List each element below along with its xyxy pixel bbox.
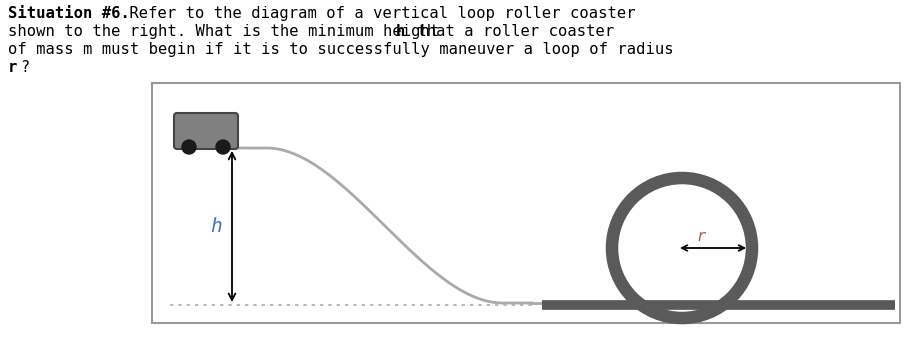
Text: Refer to the diagram of a vertical loop roller coaster: Refer to the diagram of a vertical loop …	[120, 6, 636, 21]
Circle shape	[182, 140, 196, 154]
Text: ?: ?	[20, 60, 29, 75]
FancyBboxPatch shape	[174, 113, 238, 149]
Text: Situation #6.: Situation #6.	[8, 6, 130, 21]
Text: that a roller coaster: that a roller coaster	[408, 24, 614, 39]
Text: shown to the right. What is the minimum height: shown to the right. What is the minimum …	[8, 24, 448, 39]
Circle shape	[216, 140, 230, 154]
Text: r: r	[8, 60, 17, 75]
Text: of mass m must begin if it is to successfully maneuver a loop of radius: of mass m must begin if it is to success…	[8, 42, 673, 57]
Text: h: h	[396, 24, 405, 39]
Text: h: h	[210, 217, 222, 236]
Text: r: r	[696, 229, 705, 244]
Bar	[152, 83, 900, 323]
